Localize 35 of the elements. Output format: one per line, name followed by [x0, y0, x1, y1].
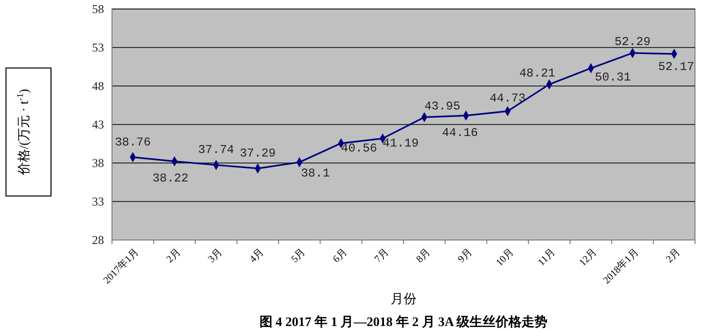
- x-axis-title: 月份: [390, 291, 416, 306]
- data-label: 48.21: [519, 66, 556, 81]
- y-tick-label: 33: [92, 194, 104, 208]
- y-tick-label: 48: [92, 78, 104, 93]
- data-label: 41.19: [382, 136, 419, 151]
- x-tick-label: 3月: [206, 246, 225, 266]
- x-tick-label: 12月: [577, 246, 600, 269]
- y-tick-label: 58: [92, 2, 104, 16]
- data-label: 38.76: [114, 135, 151, 150]
- x-tick-label: 10月: [494, 246, 516, 269]
- data-label: 37.29: [240, 146, 276, 161]
- data-label: 44.73: [490, 91, 526, 106]
- x-tick-label: 2月: [664, 246, 683, 266]
- x-tick-label: 9月: [456, 246, 474, 266]
- x-tick-label: 6月: [331, 246, 350, 266]
- data-label: 37.74: [198, 143, 234, 158]
- data-label: 38.1: [300, 166, 330, 180]
- y-tick-label: 43: [92, 117, 104, 132]
- x-tick-label: 8月: [414, 246, 433, 266]
- y-tick-label: 38: [92, 156, 104, 170]
- x-tick-label: 4月: [248, 246, 266, 266]
- x-tick-label: 11月: [536, 246, 558, 268]
- text: 图 4 2017 年 1 月—2018 年 2 月 3A 级生丝价格走势: [259, 314, 548, 329]
- y-tick-label: 53: [92, 40, 104, 54]
- x-tick-label: 5月: [289, 246, 308, 266]
- data-label: 52.17: [658, 60, 694, 74]
- x-tick-label: 2月: [164, 246, 183, 266]
- data-label: 40.56: [341, 141, 378, 156]
- data-label: 44.16: [442, 126, 478, 140]
- data-label: 50.31: [594, 70, 631, 84]
- y-tick-label: 28: [92, 232, 104, 247]
- x-tick-label: 7月: [372, 246, 392, 266]
- data-label: 43.95: [424, 99, 460, 114]
- data-label: 52.29: [614, 35, 651, 50]
- data-label: 38.22: [152, 172, 188, 186]
